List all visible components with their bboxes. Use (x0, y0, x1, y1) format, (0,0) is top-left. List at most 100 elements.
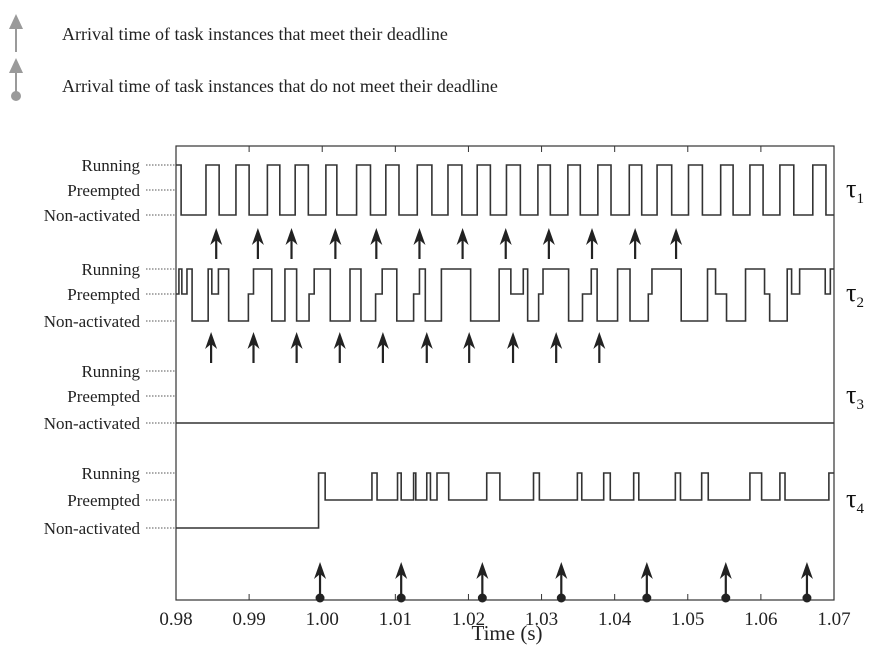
arrow-head (476, 562, 489, 579)
arrow-head (285, 228, 298, 245)
arrow-head (593, 332, 606, 349)
arrow-head (499, 228, 512, 245)
arrival-arrow-met (550, 332, 563, 363)
arrow-miss-dot (315, 593, 325, 603)
arrival-arrow-missed (555, 562, 568, 603)
arrival-arrow-met (205, 332, 218, 363)
task-trace-1 (176, 164, 834, 216)
arrow-miss-dot (477, 593, 487, 603)
state-label-non-activated: Non-activated (44, 312, 141, 331)
x-tick-label: 1.04 (598, 609, 632, 630)
arrival-arrow-met (329, 228, 342, 259)
arrival-arrow-missed (719, 562, 732, 603)
arrow-up-with-dot-icon (9, 58, 23, 101)
arrival-arrow-met (413, 228, 426, 259)
arrival-arrow-met (670, 228, 683, 259)
arrival-arrow-met (333, 332, 346, 363)
task-trace-4 (176, 472, 834, 529)
arrival-arrow-met (420, 332, 433, 363)
arrow-miss-dot (396, 593, 406, 603)
state-label-preempted: Preempted (67, 181, 140, 200)
arrival-arrow-met (370, 228, 383, 259)
arrival-arrow-met (507, 332, 520, 363)
legend: Arrival time of task instances that meet… (0, 0, 877, 110)
arrow-head (370, 228, 383, 245)
task-name-1: τ1 (846, 174, 864, 207)
arrival-arrow-met (463, 332, 476, 363)
state-label-running: Running (81, 362, 140, 381)
state-label-non-activated: Non-activated (44, 414, 141, 433)
arrow-head (314, 562, 327, 579)
arrival-arrow-met (251, 228, 264, 259)
arrival-arrow-met (285, 228, 298, 259)
arrival-arrow-missed (640, 562, 653, 603)
arrival-arrow-met (247, 332, 260, 363)
arrival-arrow-missed (800, 562, 813, 603)
legend-meet-label: Arrival time of task instances that meet… (62, 24, 448, 44)
arrow-head (290, 332, 303, 349)
arrow-head (463, 332, 476, 349)
arrow-head (719, 562, 732, 579)
arrow-head (640, 562, 653, 579)
state-label-running: Running (81, 156, 140, 175)
arrow-head (205, 332, 218, 349)
x-tick-label: 1.00 (306, 609, 339, 630)
x-axis-label: Time (s) (472, 621, 543, 645)
arrow-head (251, 228, 264, 245)
arrival-arrow-met (290, 332, 303, 363)
arrival-arrow-met (210, 228, 223, 259)
arrival-arrow-met (629, 228, 642, 259)
arrow-head (413, 228, 426, 245)
legend-meet-row: Arrival time of task instances that meet… (0, 12, 877, 56)
arrow-miss-dot (556, 593, 566, 603)
arrow-head (800, 562, 813, 579)
state-label-non-activated: Non-activated (44, 519, 141, 538)
state-label-running: Running (81, 464, 140, 483)
task-name-3: τ3 (846, 380, 864, 413)
arrow-head (629, 228, 642, 245)
arrival-arrow-missed (314, 562, 327, 603)
task-trace-2 (176, 268, 834, 322)
state-label-non-activated: Non-activated (44, 206, 141, 225)
task-name-4: τ4 (846, 484, 864, 517)
x-tick-label: 1.05 (671, 609, 704, 630)
state-label-running: Running (81, 260, 140, 279)
plot-frame (175, 145, 835, 601)
arrow-head (376, 332, 389, 349)
arrival-arrow-missed (476, 562, 489, 603)
state-label-preempted: Preempted (67, 491, 140, 510)
arrival-arrow-met (542, 228, 555, 259)
arrow-head (586, 228, 599, 245)
x-tick-label: 0.98 (159, 609, 192, 630)
arrow-miss-dot (802, 593, 812, 603)
arrow-miss-dot (642, 593, 652, 603)
arrival-arrow-met (499, 228, 512, 259)
arrival-arrow-missed (395, 562, 408, 603)
arrow-head (542, 228, 555, 245)
x-tick-label: 1.02 (452, 609, 485, 630)
arrow-head (210, 228, 223, 245)
arrow-head (507, 332, 520, 349)
arrow-head (420, 332, 433, 349)
arrow-head (670, 228, 683, 245)
arrow-head (456, 228, 469, 245)
arrival-arrow-met (376, 332, 389, 363)
arrival-arrow-met (593, 332, 606, 363)
legend-miss-label: Arrival time of task instances that do n… (62, 76, 498, 96)
arrival-arrow-met (586, 228, 599, 259)
arrow-miss-dot (721, 593, 731, 603)
state-label-preempted: Preempted (67, 285, 140, 304)
arrival-arrow-met (456, 228, 469, 259)
x-tick-label: 1.07 (817, 609, 850, 630)
arrow-head (550, 332, 563, 349)
arrow-head (333, 332, 346, 349)
legend-miss-row: Arrival time of task instances that do n… (0, 56, 877, 101)
arrow-up-icon (9, 14, 23, 52)
arrow-head (329, 228, 342, 245)
x-tick-label: 1.01 (379, 609, 412, 630)
task-name-2: τ2 (846, 278, 864, 311)
x-tick-label: 1.06 (744, 609, 777, 630)
state-label-preempted: Preempted (67, 387, 140, 406)
arrow-head (247, 332, 260, 349)
